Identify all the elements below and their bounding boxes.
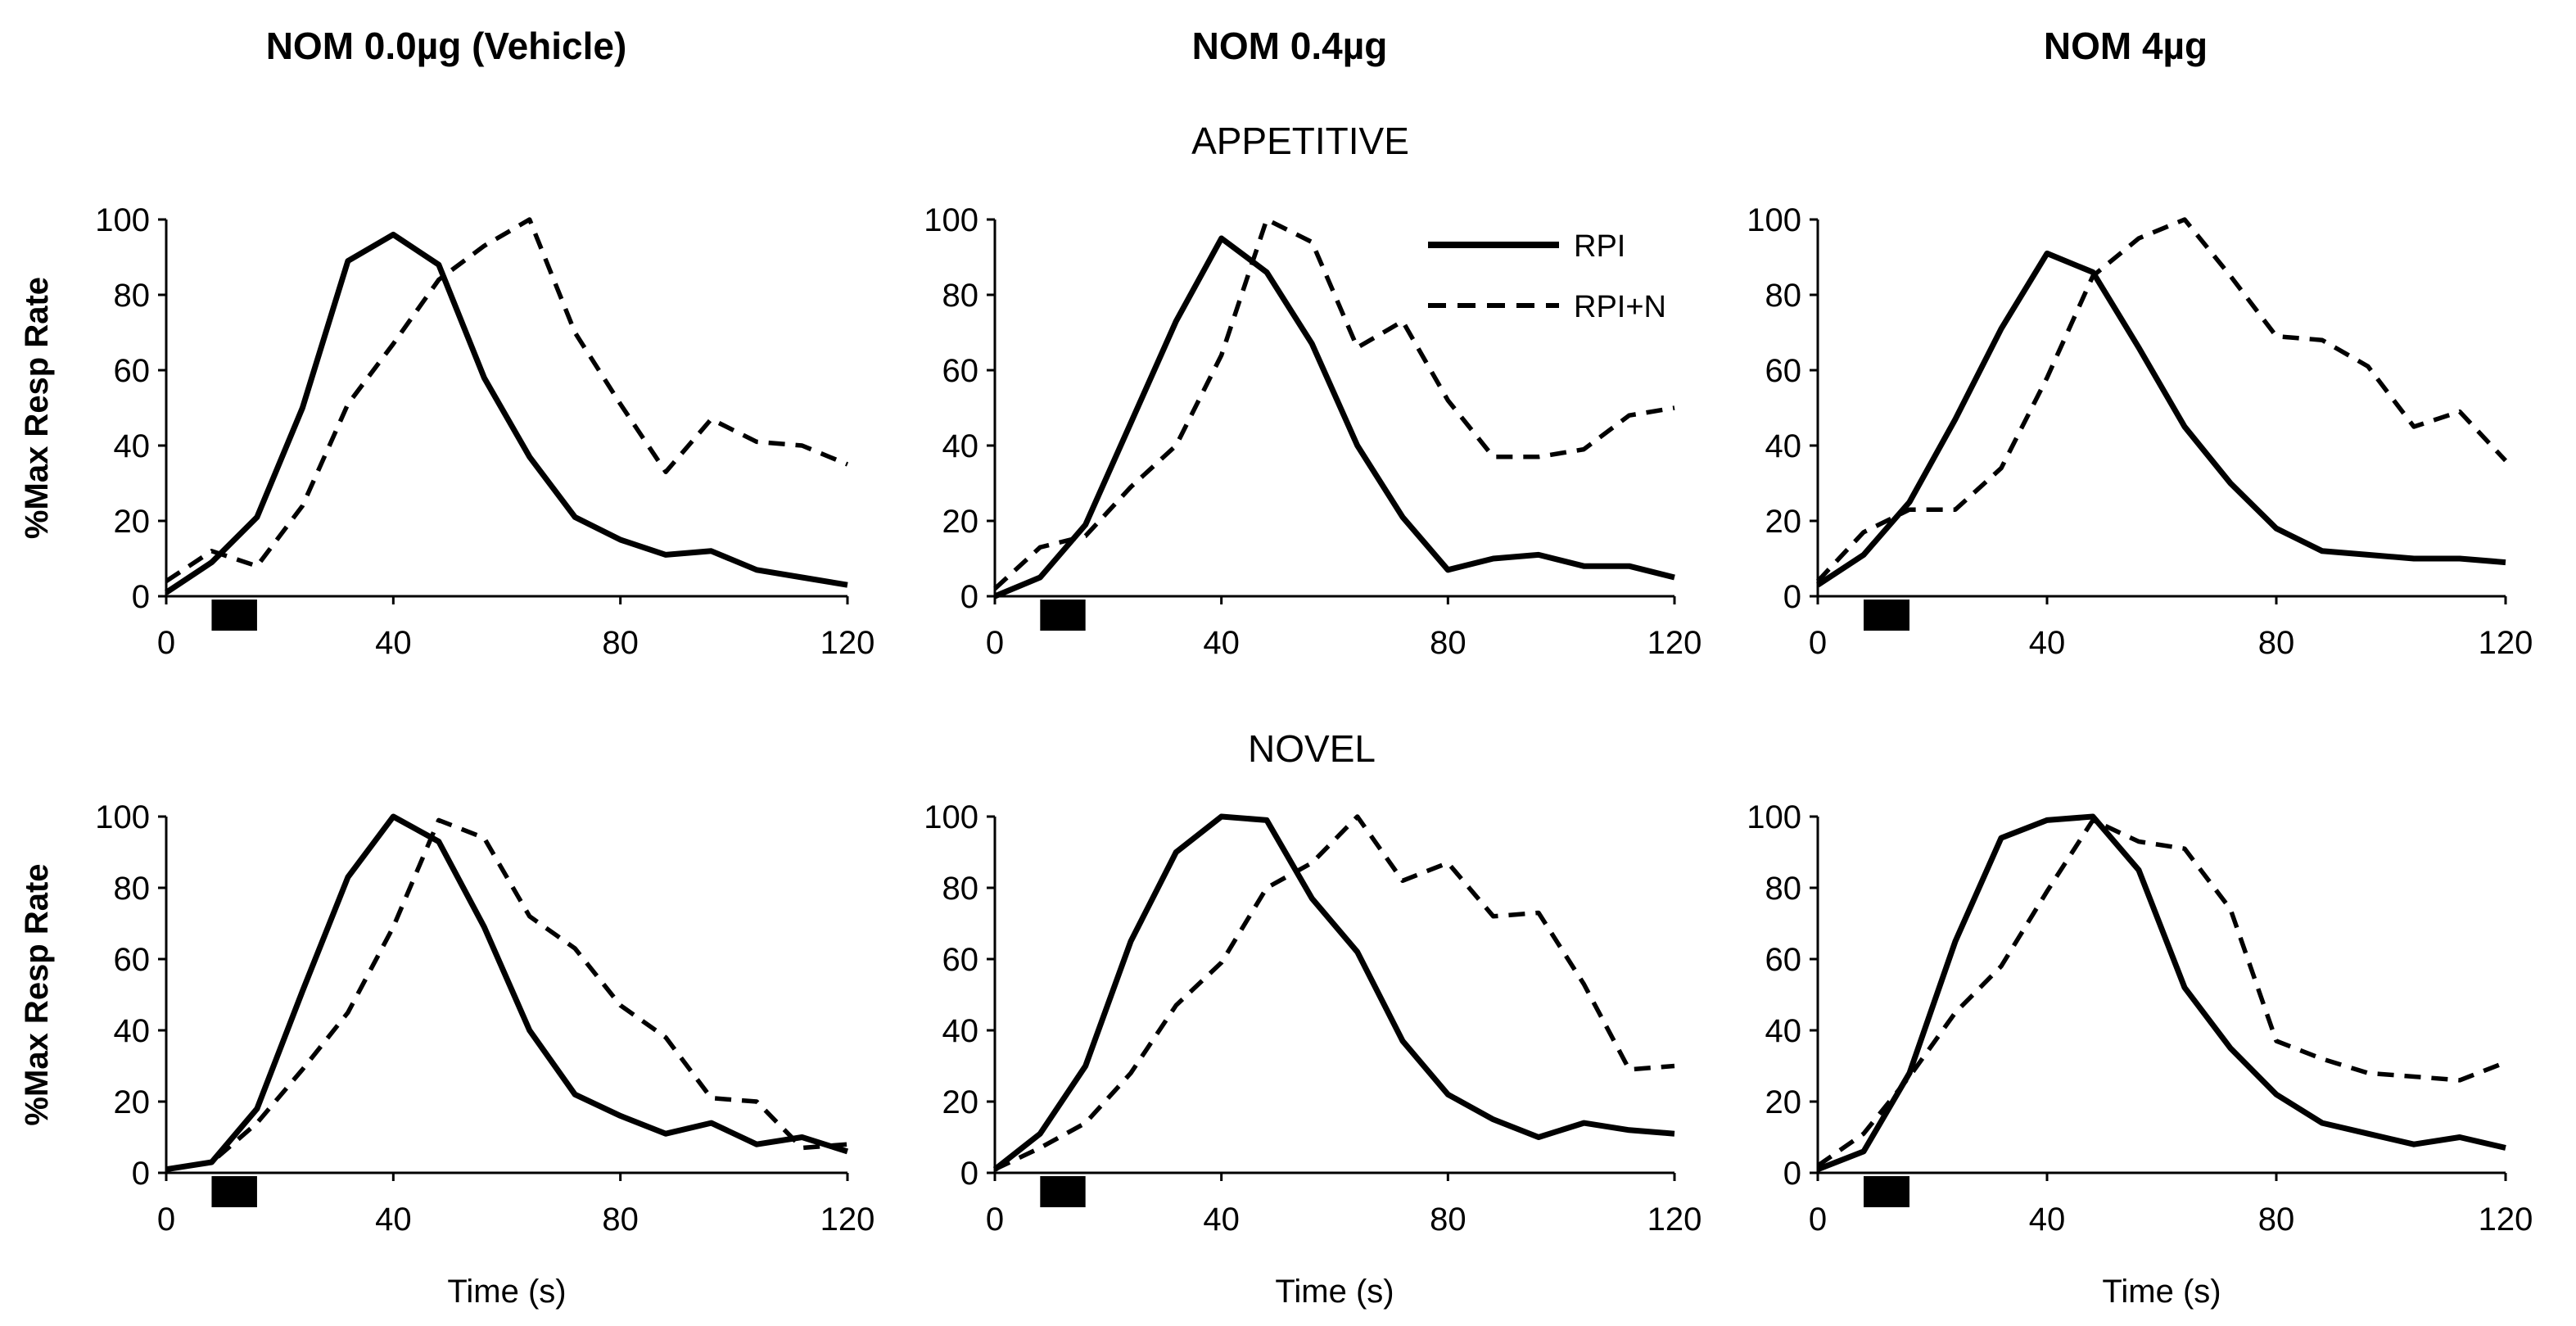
- y-tick-label: 0: [132, 579, 150, 615]
- series-rpi-line: [165, 231, 848, 595]
- y-tick-label: 40: [942, 1013, 979, 1049]
- y-tick-label: 100: [95, 799, 150, 835]
- y-tick-label: 40: [1765, 1013, 1802, 1049]
- y-tick-label: 60: [942, 942, 979, 978]
- x-tick-label: 80: [1430, 1202, 1467, 1238]
- y-axis-label: %Max Resp Rate: [19, 277, 55, 539]
- panel-group: 0 20 40 60 80 100 0 40 80 120 %Max Resp Rate 0 20 40 6…: [19, 202, 2533, 1310]
- series-rpi-n-line: [1815, 217, 2508, 583]
- y-tick-label: 100: [1747, 202, 1801, 238]
- x-tick-label: 120: [820, 1202, 875, 1238]
- x-tick-label: 0: [1809, 625, 1827, 661]
- x-tick-label: 80: [602, 625, 639, 661]
- x-tick-label: 40: [2029, 1202, 2066, 1238]
- y-tick-label: 60: [1765, 942, 1802, 978]
- panel-novel-vehicle: 0 20 40 60 80 100 0 40 80 120 %Max Resp Rate Time (…: [19, 799, 874, 1310]
- y-tick-label: 60: [942, 353, 979, 389]
- y-tick-label: 20: [1765, 504, 1802, 540]
- row-title-novel: NOVEL: [1248, 727, 1376, 770]
- y-tick-label: 20: [1765, 1084, 1802, 1120]
- stimulus-marker: [211, 1176, 257, 1207]
- y-axis-label: %Max Resp Rate: [19, 863, 55, 1125]
- series-rpi-line: [165, 813, 849, 1173]
- y-tick-label: 80: [114, 871, 151, 907]
- x-tick-label: 0: [157, 625, 175, 661]
- series-rpi-n-line: [165, 217, 849, 583]
- x-tick-label: 0: [157, 1202, 175, 1238]
- x-axis-label: Time (s): [2102, 1274, 2221, 1310]
- y-tick-label: 40: [114, 1013, 151, 1049]
- x-tick-label: 40: [1203, 625, 1240, 661]
- x-tick-label: 40: [375, 1202, 412, 1238]
- x-tick-label: 120: [2479, 1202, 2533, 1238]
- stimulus-marker: [211, 600, 257, 631]
- y-tick-label: 20: [942, 504, 979, 540]
- col-title-0-4ug: NOM 0.4µg: [1192, 25, 1388, 67]
- y-tick-label: 20: [114, 1084, 151, 1120]
- y-tick-label: 60: [114, 353, 151, 389]
- legend: RPI RPI+N: [1428, 229, 1666, 324]
- y-tick-label: 40: [942, 428, 979, 464]
- y-tick-label: 60: [1765, 353, 1802, 389]
- x-tick-label: 40: [1203, 1202, 1240, 1238]
- series-rpi-line: [992, 813, 1675, 1172]
- x-tick-label: 80: [602, 1202, 639, 1238]
- series-rpi-n-line: [165, 817, 848, 1172]
- x-axis-label: Time (s): [447, 1274, 566, 1310]
- stimulus-marker: [1864, 600, 1909, 631]
- series-rpi-n-line: [993, 217, 1675, 591]
- y-tick-label: 100: [95, 202, 150, 238]
- series-rpi-line: [993, 235, 1675, 600]
- col-title-vehicle: NOM 0.0µg (Vehicle): [266, 25, 627, 67]
- y-tick-label: 0: [960, 1156, 978, 1192]
- x-tick-label: 120: [1647, 625, 1702, 661]
- y-tick-label: 80: [942, 278, 979, 314]
- x-tick-label: 80: [1430, 625, 1467, 661]
- series-rpi-n-line: [993, 814, 1675, 1172]
- x-tick-label: 120: [820, 625, 875, 661]
- y-tick-label: 0: [1783, 579, 1801, 615]
- panel-appetitive-vehicle: 0 20 40 60 80 100 0 40 80 120 %Max Resp Rate: [19, 202, 874, 661]
- stimulus-marker: [1040, 600, 1086, 631]
- y-tick-label: 20: [114, 504, 151, 540]
- x-tick-label: 80: [2258, 1202, 2295, 1238]
- x-tick-label: 120: [2479, 625, 2533, 661]
- y-tick-label: 100: [924, 799, 978, 835]
- x-tick-label: 0: [986, 625, 1004, 661]
- col-title-4ug: NOM 4µg: [2044, 25, 2208, 67]
- series-rpi-line: [1816, 250, 2506, 588]
- y-tick-label: 80: [942, 871, 979, 907]
- y-tick-label: 100: [1747, 799, 1801, 835]
- y-tick-label: 80: [1765, 278, 1802, 314]
- panel-novel-0-4ug: 0 20 40 60 80 100 0 40 80 120 Time (s): [924, 799, 1702, 1310]
- panel-appetitive-0-4ug: 0 20 40 60 80 100 0 40 80 120: [924, 202, 1702, 661]
- x-tick-label: 0: [986, 1202, 1004, 1238]
- row-title-appetitive: APPETITIVE: [1191, 120, 1409, 162]
- x-tick-label: 0: [1809, 1202, 1827, 1238]
- y-tick-label: 60: [114, 942, 151, 978]
- stimulus-marker: [1040, 1176, 1086, 1207]
- x-tick-label: 120: [1647, 1202, 1702, 1238]
- legend-rpin-label: RPI+N: [1574, 290, 1666, 324]
- panel-novel-4ug: 0 20 40 60 80 100 0 40 80 120 Time (s): [1747, 799, 2533, 1310]
- y-tick-label: 40: [1765, 428, 1802, 464]
- series-rpi-line: [1816, 813, 2506, 1172]
- y-tick-label: 0: [1783, 1156, 1801, 1192]
- series-rpi-n-line: [1816, 817, 2506, 1168]
- y-tick-label: 80: [114, 278, 151, 314]
- panel-appetitive-4ug: 0 20 40 60 80 100 0 40 80 120: [1747, 202, 2533, 661]
- y-tick-label: 0: [960, 579, 978, 615]
- legend-rpi-label: RPI: [1574, 229, 1625, 264]
- y-tick-label: 0: [132, 1156, 150, 1192]
- x-tick-label: 40: [2029, 625, 2066, 661]
- x-tick-label: 40: [375, 625, 412, 661]
- y-tick-label: 100: [924, 202, 978, 238]
- y-tick-label: 20: [942, 1084, 979, 1120]
- x-axis-label: Time (s): [1275, 1274, 1394, 1310]
- stimulus-marker: [1864, 1176, 1909, 1207]
- y-tick-label: 80: [1765, 871, 1802, 907]
- x-tick-label: 80: [2258, 625, 2295, 661]
- y-tick-label: 40: [114, 428, 151, 464]
